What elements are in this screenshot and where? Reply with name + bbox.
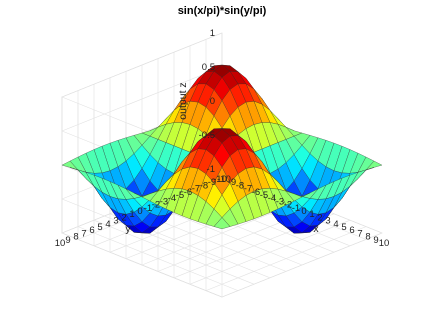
y-tick-label: 4 bbox=[105, 219, 110, 230]
y-tick-label: -9 bbox=[208, 177, 216, 188]
y-tick-label: 1 bbox=[129, 209, 134, 220]
y-tick-label: 5 bbox=[97, 222, 102, 233]
y-tick-label: 9 bbox=[65, 235, 70, 246]
z-tick-label: -0.5 bbox=[199, 130, 215, 141]
y-tick-label: 8 bbox=[73, 232, 78, 243]
z-tick-label: 0.5 bbox=[202, 62, 215, 73]
chart-title: sin(x/pi)*sin(y/pi) bbox=[178, 5, 267, 17]
y-tick-label: -6 bbox=[184, 187, 192, 198]
y-tick-label: 6 bbox=[89, 225, 94, 236]
y-tick-label: 10 bbox=[55, 238, 66, 249]
x-tick-label: -10 bbox=[217, 174, 231, 185]
y-tick-label: -4 bbox=[168, 193, 176, 204]
x-tick-label: 1 bbox=[309, 209, 314, 220]
y-tick-label: -7 bbox=[192, 184, 200, 195]
x-tick-label: 9 bbox=[373, 235, 378, 246]
y-tick-label: 2 bbox=[121, 212, 126, 223]
grid-line bbox=[77, 226, 239, 291]
y-axis-label: y bbox=[125, 223, 131, 235]
y-tick-label: -5 bbox=[176, 190, 184, 201]
x-tick-label: 7 bbox=[357, 228, 362, 239]
x-tick-label: 2 bbox=[317, 212, 322, 223]
y-tick-label: -10 bbox=[213, 174, 227, 185]
surface-patch bbox=[213, 217, 231, 230]
surface-mesh bbox=[61, 64, 383, 234]
x-tick-label: 8 bbox=[365, 232, 370, 243]
x-tick-label: -1 bbox=[292, 203, 300, 214]
x-tick-label: -7 bbox=[244, 184, 252, 195]
z-tick-label: 1 bbox=[210, 28, 215, 39]
x-tick-label: -2 bbox=[284, 200, 292, 211]
x-tick-label: -3 bbox=[276, 196, 284, 207]
z-tick-label: -1 bbox=[207, 164, 215, 175]
x-tick-label: 6 bbox=[349, 225, 354, 236]
x-tick-label: 5 bbox=[341, 222, 346, 233]
y-tick-label: -3 bbox=[160, 196, 168, 207]
x-tick-label: 10 bbox=[379, 238, 390, 249]
x-tick-label: -4 bbox=[268, 193, 276, 204]
x-axis-label: x bbox=[313, 223, 319, 235]
y-tick-label: 3 bbox=[113, 216, 118, 227]
x-tick-label: -5 bbox=[260, 190, 268, 201]
y-tick-label: -1 bbox=[144, 203, 152, 214]
tick-labels: -1-0.500.51-10-9 -8 -7 -6 -5 -4 -3 -2 -1 0 1 2 3 4 5 6 7… bbox=[55, 28, 390, 249]
x-tick-label: -8 bbox=[236, 180, 244, 191]
x-tick-label: -6 bbox=[252, 187, 260, 198]
x-tick-label: 0 bbox=[301, 206, 306, 217]
z-tick-label: 0 bbox=[210, 96, 215, 107]
x-tick-label: -9 bbox=[228, 177, 236, 188]
x-tick-label: 4 bbox=[333, 219, 338, 230]
grid-line bbox=[93, 219, 255, 285]
x-tick-label: 3 bbox=[325, 216, 330, 227]
y-tick-label: 0 bbox=[137, 206, 142, 217]
y-tick-label: -2 bbox=[152, 200, 160, 211]
y-tick-label: -8 bbox=[200, 180, 208, 191]
grid-line bbox=[61, 232, 223, 298]
z-axis-label: output z bbox=[177, 82, 189, 119]
y-tick-label: 7 bbox=[81, 228, 86, 239]
